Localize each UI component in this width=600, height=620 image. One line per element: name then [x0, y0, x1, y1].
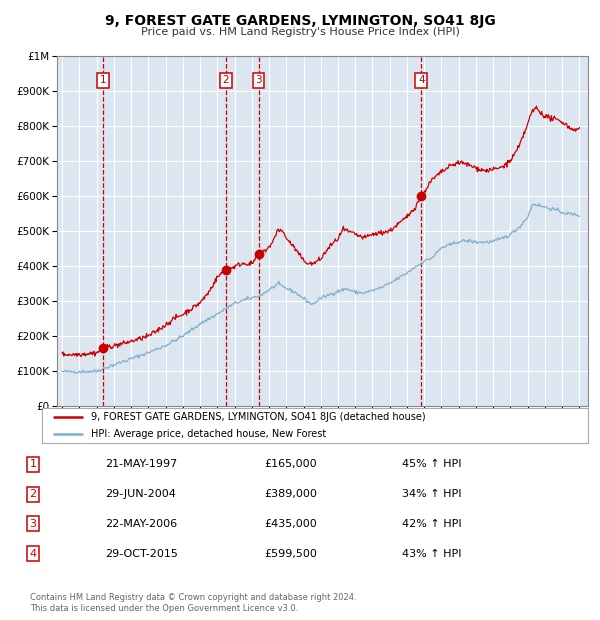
Text: £389,000: £389,000	[264, 489, 317, 499]
Text: £599,500: £599,500	[264, 549, 317, 559]
Text: £165,000: £165,000	[264, 459, 317, 469]
Text: 22-MAY-2006: 22-MAY-2006	[105, 519, 177, 529]
Text: HPI: Average price, detached house, New Forest: HPI: Average price, detached house, New …	[91, 430, 326, 440]
Text: 1: 1	[29, 459, 37, 469]
Text: 29-JUN-2004: 29-JUN-2004	[105, 489, 176, 499]
Text: 42% ↑ HPI: 42% ↑ HPI	[402, 519, 461, 529]
Text: 4: 4	[418, 75, 425, 86]
Text: Contains HM Land Registry data © Crown copyright and database right 2024.
This d: Contains HM Land Registry data © Crown c…	[30, 593, 356, 613]
Text: 3: 3	[255, 75, 262, 86]
Text: 43% ↑ HPI: 43% ↑ HPI	[402, 549, 461, 559]
Text: 2: 2	[223, 75, 229, 86]
Text: 45% ↑ HPI: 45% ↑ HPI	[402, 459, 461, 469]
Text: 9, FOREST GATE GARDENS, LYMINGTON, SO41 8JG: 9, FOREST GATE GARDENS, LYMINGTON, SO41 …	[104, 14, 496, 28]
Text: 2: 2	[29, 489, 37, 499]
Text: 9, FOREST GATE GARDENS, LYMINGTON, SO41 8JG (detached house): 9, FOREST GATE GARDENS, LYMINGTON, SO41 …	[91, 412, 426, 422]
Text: £435,000: £435,000	[264, 519, 317, 529]
Text: 34% ↑ HPI: 34% ↑ HPI	[402, 489, 461, 499]
Text: 4: 4	[29, 549, 37, 559]
Text: 1: 1	[100, 75, 107, 86]
Text: 3: 3	[29, 519, 37, 529]
Text: Price paid vs. HM Land Registry's House Price Index (HPI): Price paid vs. HM Land Registry's House …	[140, 27, 460, 37]
Text: 29-OCT-2015: 29-OCT-2015	[105, 549, 178, 559]
Text: 21-MAY-1997: 21-MAY-1997	[105, 459, 177, 469]
